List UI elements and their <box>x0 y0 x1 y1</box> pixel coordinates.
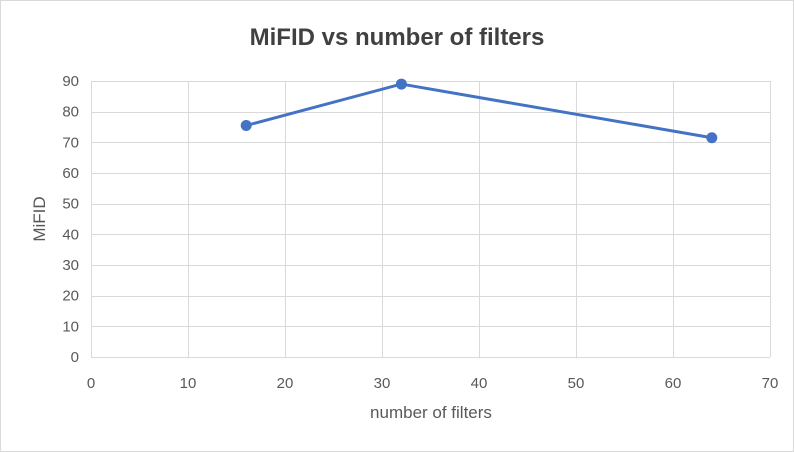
series-layer <box>240 78 718 144</box>
x-tick-label: 50 <box>568 375 585 392</box>
x-tick-label: 40 <box>471 375 488 392</box>
x-tick-label: 70 <box>762 375 779 392</box>
chart-title: MiFID vs number of filters <box>250 24 545 51</box>
x-axis-ticks: 0 10 20 30 40 50 60 70 <box>87 375 779 392</box>
x-tick-label: 20 <box>277 375 294 392</box>
data-point <box>395 78 407 90</box>
y-axis-ticks: 0 10 20 30 40 50 60 70 80 90 <box>62 73 79 366</box>
x-axis-label: number of filters <box>370 403 492 422</box>
data-point <box>240 119 252 131</box>
y-axis-label: MiFID <box>30 196 49 241</box>
y-tick-label: 70 <box>62 134 79 151</box>
x-tick-label: 10 <box>180 375 197 392</box>
data-point <box>706 132 718 144</box>
y-tick-label: 80 <box>62 104 79 121</box>
y-tick-label: 40 <box>62 226 79 243</box>
y-tick-label: 30 <box>62 257 79 274</box>
y-tick-label: 90 <box>62 73 79 90</box>
y-tick-label: 60 <box>62 165 79 182</box>
y-tick-label: 0 <box>71 349 79 366</box>
x-tick-label: 30 <box>374 375 391 392</box>
y-tick-label: 20 <box>62 288 79 305</box>
y-tick-label: 10 <box>62 318 79 335</box>
x-tick-label: 60 <box>665 375 682 392</box>
x-tick-label: 0 <box>87 375 95 392</box>
gridlines <box>91 81 771 358</box>
y-tick-label: 50 <box>62 196 79 213</box>
